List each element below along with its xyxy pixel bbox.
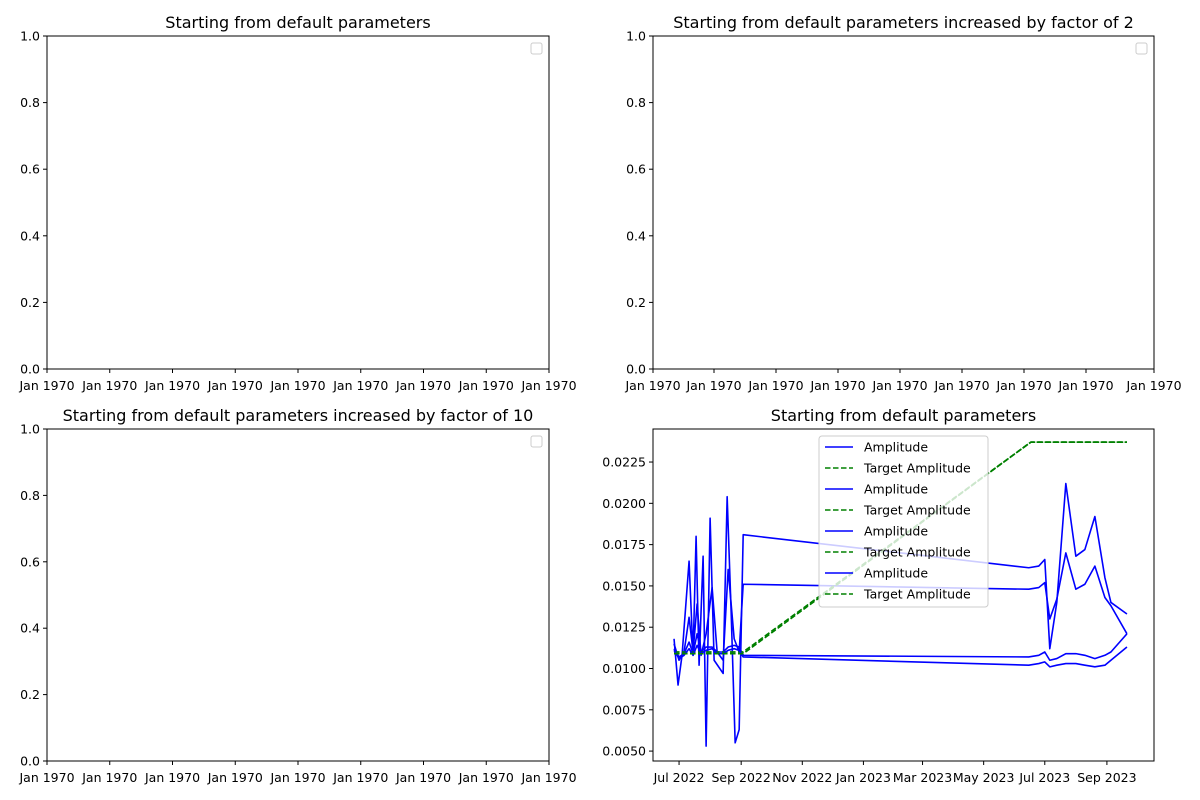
x-tick-label: Jan 1970 bbox=[81, 770, 137, 785]
x-tick-label: Jan 1970 bbox=[520, 770, 576, 785]
y-tick-label: 0.8 bbox=[626, 95, 646, 110]
y-tick-label: 0.2 bbox=[626, 295, 646, 310]
y-tick-label: 0.8 bbox=[20, 95, 40, 110]
x-tick-label: Jan 1970 bbox=[81, 378, 137, 393]
x-tick-label: Jan 1970 bbox=[458, 770, 514, 785]
legend-label: Target Amplitude bbox=[863, 587, 971, 602]
y-tick-label: 0.0 bbox=[626, 362, 646, 377]
subplot-2: Starting from default parameters increas… bbox=[624, 13, 1181, 393]
subplot-1: Starting from default parameters 0.0 0.2 0.… bbox=[18, 13, 576, 393]
chart-title: Starting from default parameters bbox=[771, 406, 1036, 425]
legend-label: Amplitude bbox=[864, 440, 928, 455]
chart-title: Starting from default parameters bbox=[165, 13, 430, 32]
y-tick-label: 0.2 bbox=[20, 687, 40, 702]
chart-title: Starting from default parameters increas… bbox=[673, 13, 1134, 32]
x-tick-label: Jan 1970 bbox=[207, 770, 263, 785]
x-tick-label: Jan 1970 bbox=[395, 378, 451, 393]
legend-label: Amplitude bbox=[864, 482, 928, 497]
y-tick-label: 0.8 bbox=[20, 488, 40, 503]
legend-frame bbox=[818, 435, 989, 608]
series-line-8 bbox=[674, 441, 1127, 655]
legend-label: Target Amplitude bbox=[863, 545, 971, 560]
series-line-1 bbox=[673, 482, 1128, 747]
x-tick-label: Jan 1970 bbox=[332, 378, 388, 393]
y-tick-label: 0.0075 bbox=[602, 702, 646, 717]
x-tick-label: May 2023 bbox=[953, 770, 1015, 785]
x-tick-label: Jan 1970 bbox=[332, 770, 388, 785]
plot-frame bbox=[652, 35, 1155, 370]
y-tick-label: 0.0 bbox=[20, 362, 40, 377]
y-tick-label: 0.0125 bbox=[602, 620, 646, 635]
y-tick-label: 0.0150 bbox=[602, 578, 646, 593]
x-tick-label: Jan 1970 bbox=[458, 378, 514, 393]
series-line-5 bbox=[673, 633, 1128, 662]
y-tick-label: 0.0225 bbox=[602, 455, 646, 470]
x-tick-label: Sep 2023 bbox=[1077, 770, 1136, 785]
y-tick-label: 0.4 bbox=[20, 621, 40, 636]
y-tick-label: 0.6 bbox=[20, 554, 40, 569]
x-tick-label: Jan 1970 bbox=[933, 378, 989, 393]
plot-frame bbox=[46, 428, 550, 762]
y-tick-label: 1.0 bbox=[20, 29, 40, 44]
x-tick-label: Jan 1970 bbox=[624, 378, 680, 393]
y-tick-label: 0.0175 bbox=[602, 537, 646, 552]
x-tick-label: Jul 2022 bbox=[653, 770, 705, 785]
subplot-3: Starting from default parameters increas… bbox=[18, 406, 576, 785]
y-tick-label: 0.0 bbox=[20, 754, 40, 769]
y-tick-label: 0.6 bbox=[626, 162, 646, 177]
subplot-4: Starting from default parameters 0.0050 0.… bbox=[602, 406, 1155, 785]
y-tick-label: 1.0 bbox=[626, 29, 646, 44]
plot-frame bbox=[46, 35, 550, 370]
legend-label: Amplitude bbox=[864, 524, 928, 539]
x-tick-label: Jan 1970 bbox=[18, 378, 74, 393]
x-tick-label: Jan 1970 bbox=[269, 378, 325, 393]
x-tick-label: Jan 1970 bbox=[207, 378, 263, 393]
legend-box-empty bbox=[530, 435, 543, 448]
x-tick-label: Mar 2023 bbox=[893, 770, 952, 785]
x-tick-label: Jan 1970 bbox=[871, 378, 927, 393]
legend-box-empty bbox=[530, 42, 543, 55]
legend-label: Target Amplitude bbox=[863, 503, 971, 518]
x-tick-label: Jan 1970 bbox=[809, 378, 865, 393]
x-tick-label: Jan 1970 bbox=[18, 770, 74, 785]
chart-title: Starting from default parameters increas… bbox=[63, 406, 534, 425]
x-tick-label: Nov 2022 bbox=[772, 770, 832, 785]
x-tick-label: Jan 1970 bbox=[1125, 378, 1181, 393]
series-line-7 bbox=[673, 644, 1128, 668]
x-tick-label: Jan 1970 bbox=[685, 378, 741, 393]
legend-label: Amplitude bbox=[864, 566, 928, 581]
x-tick-label: Sep 2022 bbox=[711, 770, 770, 785]
y-tick-label: 0.6 bbox=[20, 162, 40, 177]
x-tick-label: Jan 1970 bbox=[995, 378, 1051, 393]
x-tick-label: Jan 1970 bbox=[269, 770, 325, 785]
x-tick-label: Jan 1970 bbox=[144, 770, 200, 785]
y-tick-label: 0.0200 bbox=[602, 496, 646, 511]
legend: Amplitude Target Amplitude Amplitude Target… bbox=[818, 435, 989, 608]
plot-frame bbox=[652, 428, 1155, 762]
x-tick-label: Jan 1970 bbox=[747, 378, 803, 393]
y-tick-label: 0.2 bbox=[20, 295, 40, 310]
x-tick-label: Jul 2023 bbox=[1018, 770, 1070, 785]
legend-label: Target Amplitude bbox=[863, 461, 971, 476]
y-tick-label: 0.4 bbox=[626, 228, 646, 243]
y-tick-label: 0.4 bbox=[20, 228, 40, 243]
x-tick-label: Jan 1970 bbox=[395, 770, 451, 785]
y-tick-label: 0.0050 bbox=[602, 744, 646, 759]
y-tick-label: 1.0 bbox=[20, 422, 40, 437]
y-tick-label: 0.0100 bbox=[602, 661, 646, 676]
legend-box-empty bbox=[1135, 42, 1148, 55]
x-tick-label: Jan 1970 bbox=[144, 378, 200, 393]
x-tick-label: Jan 1970 bbox=[1057, 378, 1113, 393]
x-tick-label: Jan 1970 bbox=[520, 378, 576, 393]
x-tick-label: Jan 2023 bbox=[835, 770, 891, 785]
